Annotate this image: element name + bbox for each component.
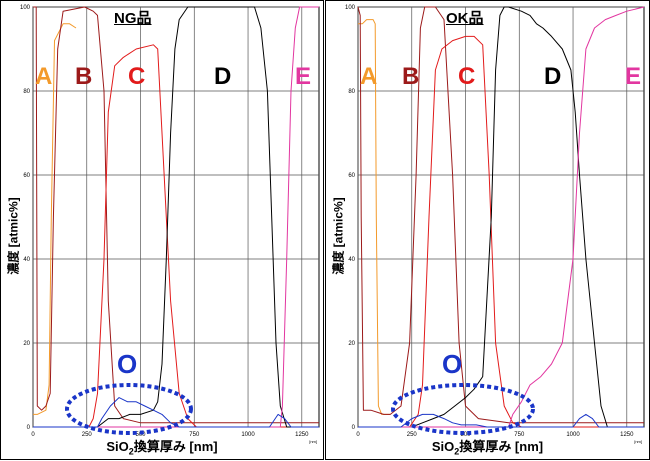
y-tick-label: 40 bbox=[348, 257, 355, 263]
x-axis-label: SiO2換算厚み [nm] bbox=[106, 439, 218, 457]
series-line-d bbox=[358, 6, 644, 428]
y-axis-label-text: 濃度 [atmic%] bbox=[331, 197, 346, 275]
region-label-b: B bbox=[75, 63, 93, 90]
region-label-d: D bbox=[544, 63, 562, 90]
series-line-o bbox=[33, 397, 319, 428]
x-tick-label: 0 bbox=[356, 432, 360, 438]
series-line-b bbox=[33, 6, 319, 424]
series-line-o bbox=[358, 413, 644, 428]
region-label-c: C bbox=[128, 63, 146, 90]
oxygen-label: O bbox=[442, 349, 463, 379]
series-line-c bbox=[33, 44, 319, 428]
region-label-b: B bbox=[402, 63, 420, 90]
region-label-a: A bbox=[35, 63, 53, 90]
series-line-d bbox=[33, 6, 319, 428]
oxygen-label: O bbox=[117, 349, 138, 379]
y-tick-label: 80 bbox=[348, 89, 355, 95]
region-label-e: E bbox=[625, 63, 642, 90]
x-tick-label: 500 bbox=[136, 432, 147, 438]
y-tick-label: 0 bbox=[352, 425, 356, 431]
series-line-e bbox=[33, 6, 319, 428]
x-tick-label: 1000 bbox=[566, 432, 580, 438]
x-tick-label: 1250 bbox=[295, 432, 309, 438]
region-label-d: D bbox=[214, 63, 232, 90]
y-tick-label: 20 bbox=[348, 341, 355, 347]
x-tick-label: 750 bbox=[189, 432, 200, 438]
y-axis-label-text: 濃度 [atmic%] bbox=[6, 197, 21, 275]
x-tick-label: 250 bbox=[82, 432, 93, 438]
x-tick-label: 1250 bbox=[620, 432, 634, 438]
x-unit-label: [nm] bbox=[309, 439, 317, 444]
series-line-a bbox=[358, 19, 391, 415]
series-line-e bbox=[358, 6, 645, 428]
series-line-c bbox=[358, 35, 644, 428]
x-unit-label: [nm] bbox=[634, 439, 642, 444]
y-tick-label: 100 bbox=[20, 5, 31, 11]
region-label-c: C bbox=[458, 63, 476, 90]
y-tick-label: 60 bbox=[23, 173, 30, 179]
y-axis-label: 濃度 [atmic%] bbox=[328, 151, 348, 321]
series-line-b bbox=[357, 6, 644, 424]
y-tick-label: 40 bbox=[23, 257, 30, 263]
series-line-a bbox=[33, 23, 77, 415]
x-tick-label: 250 bbox=[407, 432, 418, 438]
oxygen-highlight-ellipse bbox=[65, 383, 193, 435]
y-tick-label: 100 bbox=[345, 5, 356, 11]
x-axis-label: SiO2換算厚み [nm] bbox=[431, 439, 544, 457]
y-tick-label: 0 bbox=[27, 425, 31, 431]
panel-title-ok: OK品 bbox=[446, 10, 484, 27]
x-tick-label: 750 bbox=[514, 432, 525, 438]
chart-panel-ok: 0 20 40 60 80 100 0 250 500 750 1000 1250 [nm] 濃度 [a… bbox=[325, 0, 650, 460]
region-label-e: E bbox=[295, 63, 312, 90]
panel-title-ng: NG品 bbox=[114, 10, 152, 27]
x-tick-label: 1000 bbox=[241, 432, 255, 438]
y-tick-label: 20 bbox=[23, 341, 30, 347]
y-tick-label: 80 bbox=[23, 89, 30, 95]
plot-area bbox=[357, 6, 645, 428]
y-axis-label: 濃度 [atmic%] bbox=[3, 151, 23, 321]
x-tick-label: 500 bbox=[461, 432, 472, 438]
oxygen-highlight-ellipse bbox=[391, 383, 535, 435]
y-tick-label: 60 bbox=[348, 173, 355, 179]
x-tick-label: 0 bbox=[31, 432, 35, 438]
chart-panel-ng: 0 20 40 60 80 100 0 250 500 750 1000 1250 [nm] 濃度 [a… bbox=[0, 0, 324, 460]
region-label-a: A bbox=[360, 63, 378, 90]
